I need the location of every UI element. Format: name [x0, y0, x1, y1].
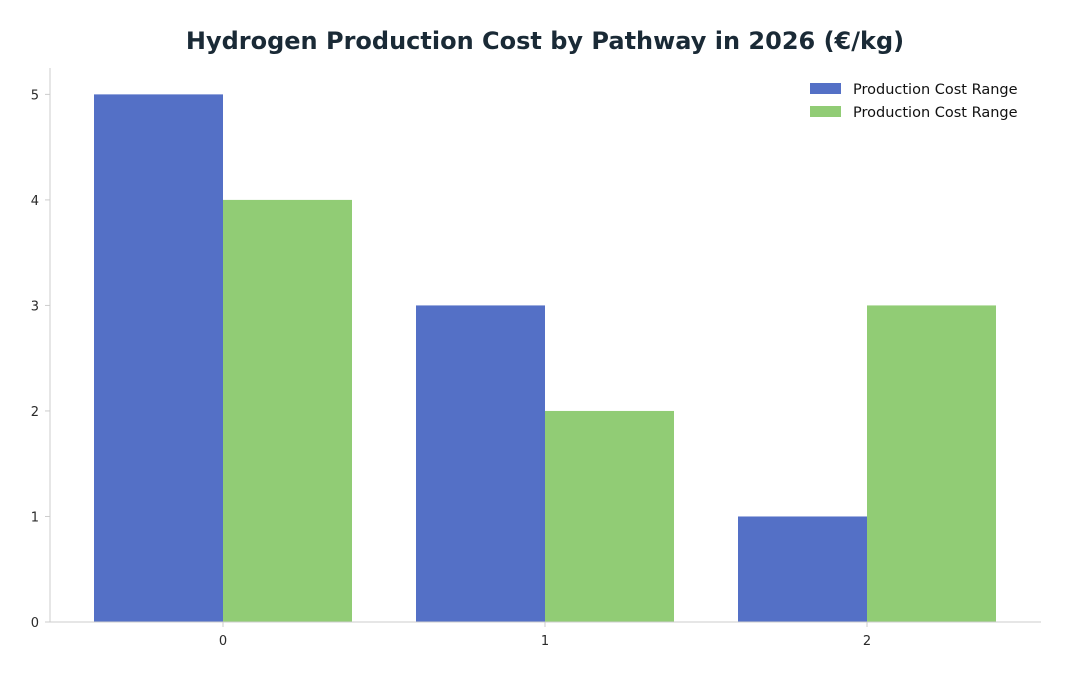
bar-series-1-cat-1 [545, 410, 674, 622]
y-tick-label: 5 [31, 88, 39, 103]
legend-swatch [810, 83, 841, 94]
legend-swatch [810, 106, 841, 117]
legend-label: Production Cost Range [853, 105, 1018, 121]
legend-label: Production Cost Range [853, 82, 1018, 98]
y-tick-label: 0 [31, 616, 39, 631]
bar-series-0-cat-0 [94, 94, 223, 622]
y-tick-label: 3 [31, 299, 39, 314]
legend: Production Cost Range Production Cost Ran… [810, 82, 1018, 121]
bar-series-0-cat-1 [416, 305, 545, 622]
plot-area [94, 94, 996, 622]
bar-series-1-cat-0 [223, 199, 352, 622]
y-tick-label: 1 [31, 510, 39, 525]
x-tick-label: 2 [863, 634, 871, 649]
x-tick-label: 0 [219, 634, 227, 649]
y-tick-label: 4 [31, 194, 39, 209]
bar-series-0-cat-2 [738, 516, 867, 622]
axes: 0 1 2 3 4 5 0 1 2 [31, 68, 1041, 649]
bar-series-1-cat-2 [867, 305, 996, 622]
x-tick-label: 1 [541, 634, 549, 649]
chart-title: Hydrogen Production Cost by Pathway in 2… [186, 27, 904, 55]
y-tick-label: 2 [31, 405, 39, 420]
